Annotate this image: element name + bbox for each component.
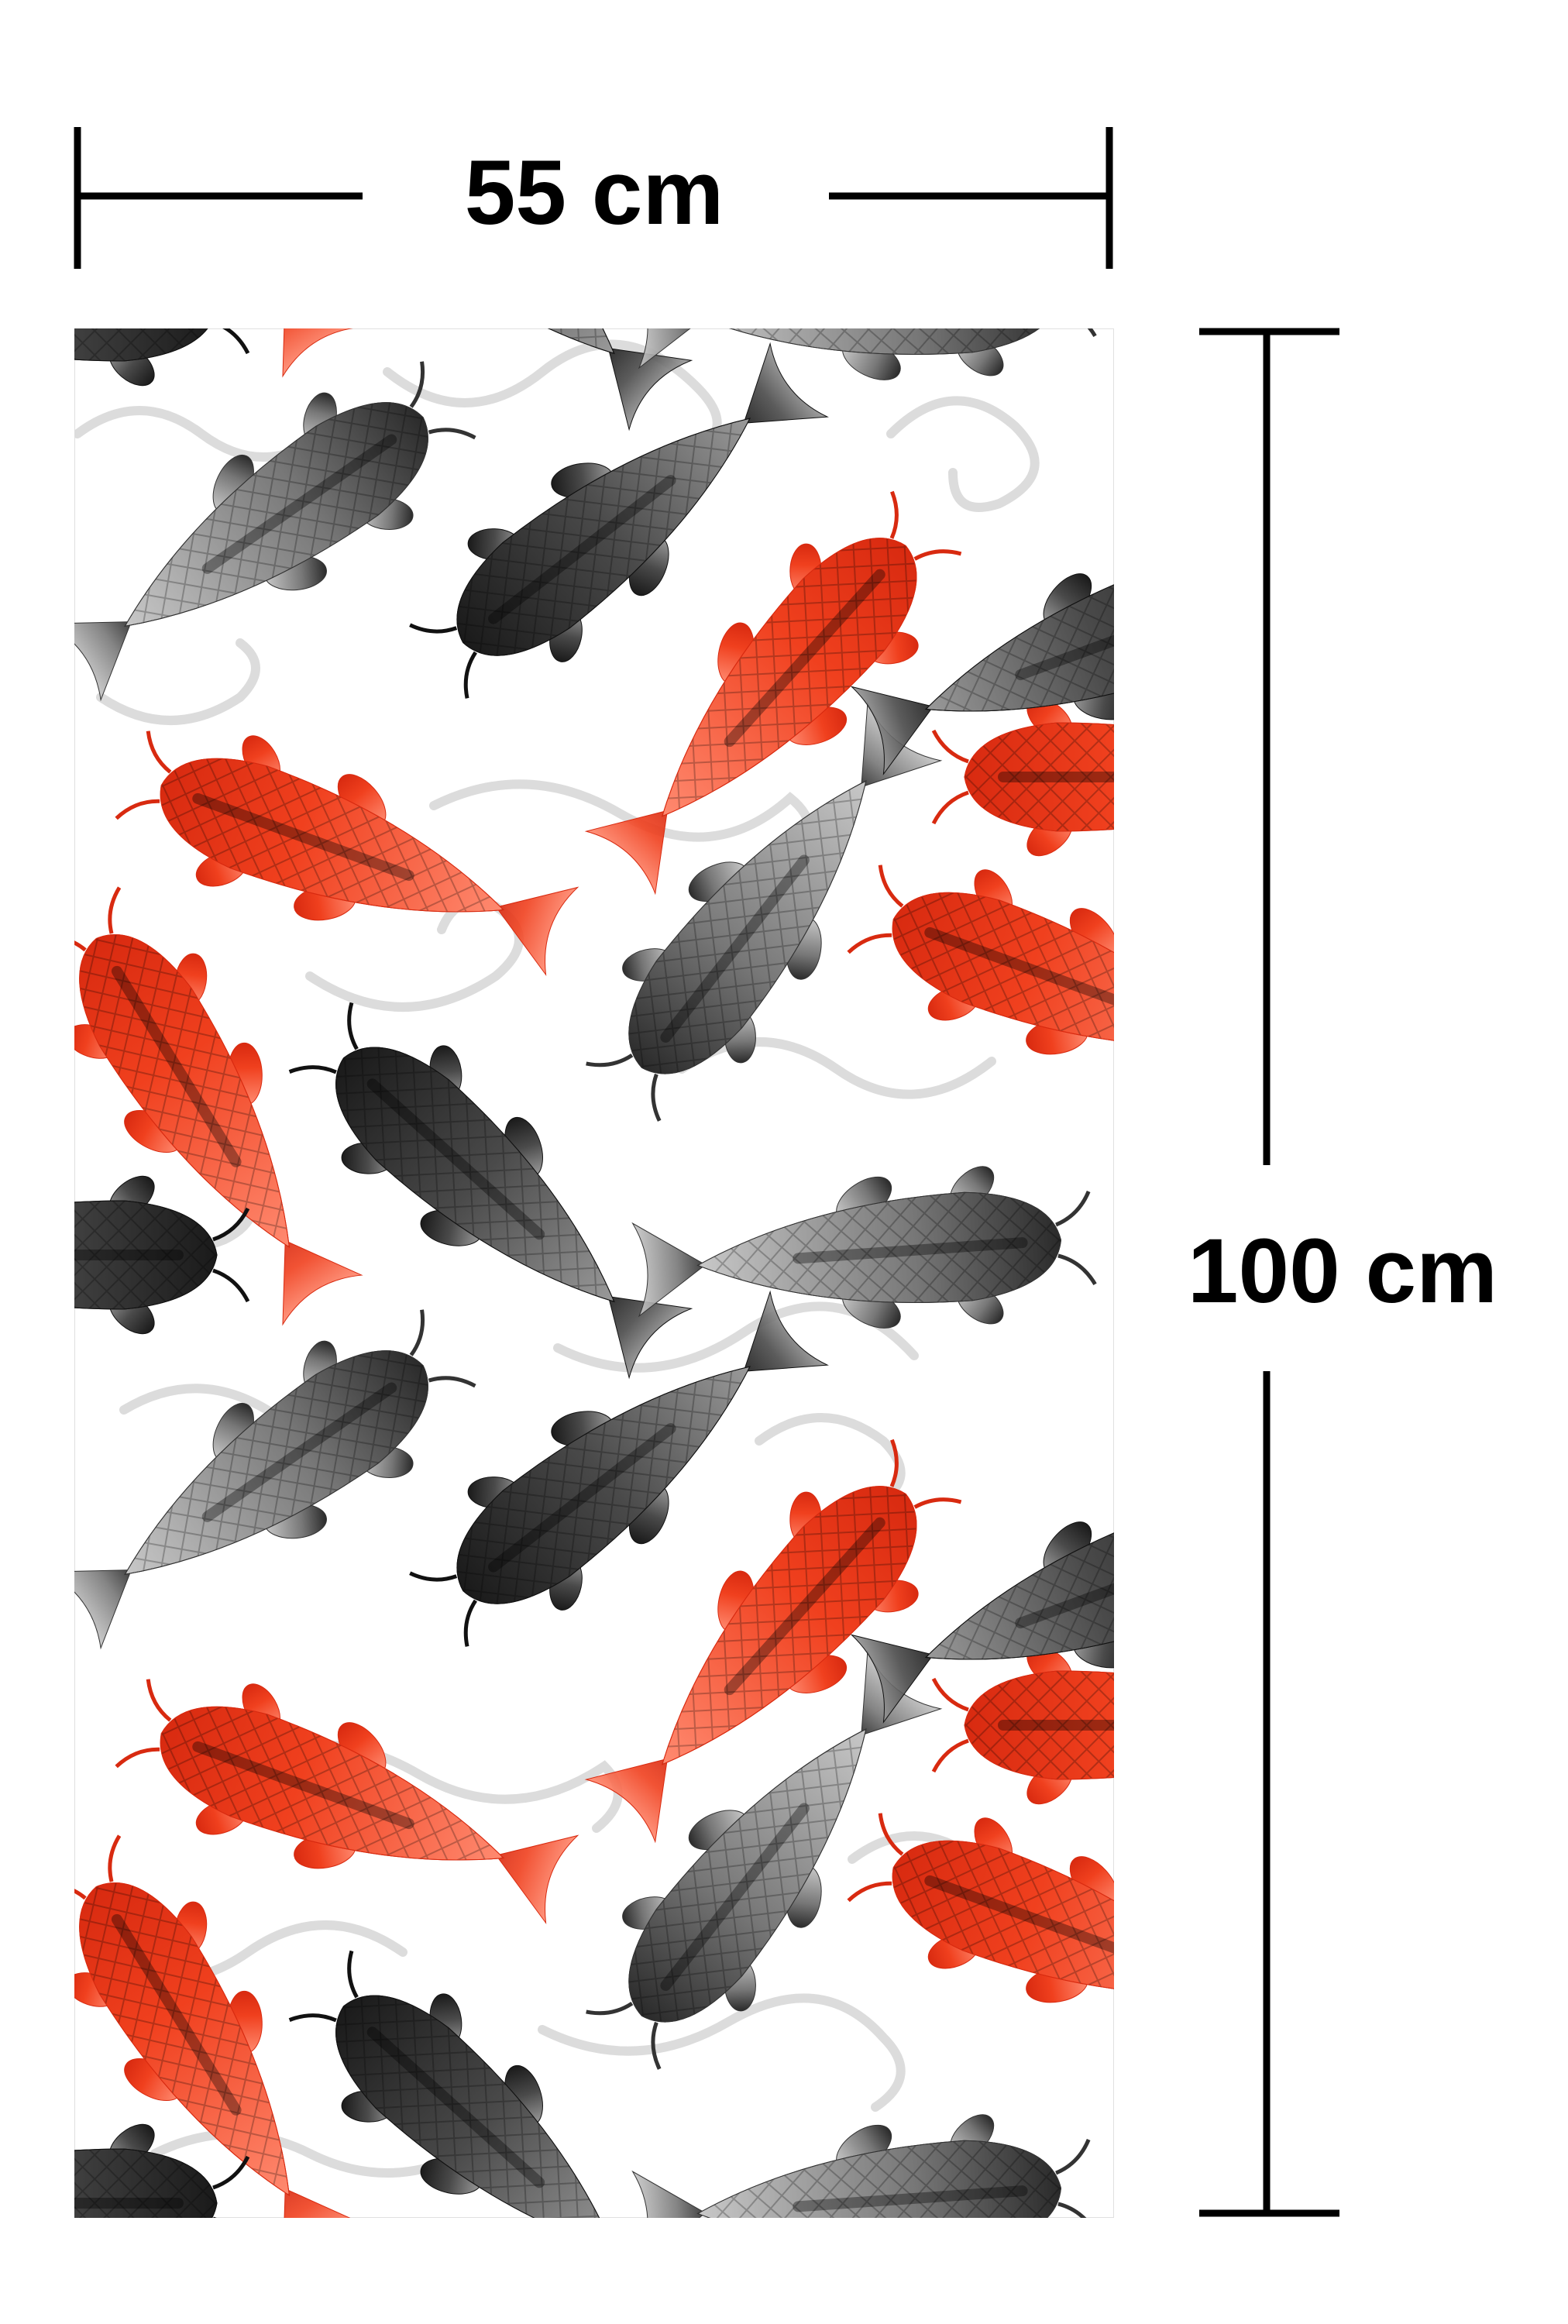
- width-label: 55 cm: [465, 142, 724, 244]
- wallpaper-panel: [74, 328, 1114, 2218]
- height-label: 100 cm: [1188, 1220, 1498, 1322]
